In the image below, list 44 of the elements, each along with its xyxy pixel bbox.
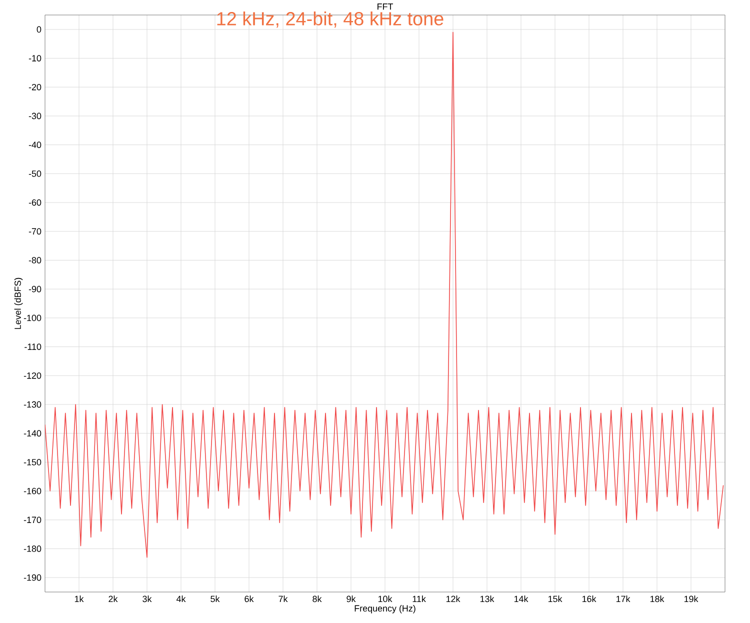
y-tick-label: 0 xyxy=(36,26,42,33)
y-tick-label: -130 xyxy=(24,401,42,408)
line-series xyxy=(45,32,724,558)
y-tick-label: -60 xyxy=(28,199,42,206)
y-tick-label: -110 xyxy=(24,344,42,350)
x-tick-label: 4k xyxy=(176,596,186,602)
x-tick-label: 19k xyxy=(684,596,698,602)
x-tick-label: 10k xyxy=(378,596,392,602)
y-tick-label: -10 xyxy=(28,55,42,62)
x-tick-label: 11k xyxy=(412,596,426,602)
chart-title: FFT xyxy=(378,4,394,10)
x-tick-label: 1k xyxy=(74,596,84,602)
x-axis-title: Frequency (Hz) xyxy=(354,604,416,614)
y-tick-label: -50 xyxy=(28,170,42,177)
x-tick-label: 5k xyxy=(210,596,220,602)
y-tick-label: -160 xyxy=(24,488,42,494)
y-tick-label: -150 xyxy=(24,458,42,466)
y-tick-label: -170 xyxy=(24,516,42,524)
x-tick-label: 9k xyxy=(346,596,356,602)
x-tick-label: 8k xyxy=(312,596,322,602)
chart-subtitle: 12 kHz, 24-bit, 48 kHz tone xyxy=(217,12,444,28)
x-tick-label: 16k xyxy=(582,596,596,602)
x-tick-label: 2k xyxy=(108,596,118,602)
y-tick-label: -30 xyxy=(28,112,42,120)
x-tick-label: 17k xyxy=(616,596,630,602)
x-tick-label: 6k xyxy=(244,596,254,602)
y-tick-label: -20 xyxy=(28,84,42,90)
y-tick-label: -140 xyxy=(24,430,42,437)
x-tick-label: 18k xyxy=(650,596,664,602)
y-tick-label: -40 xyxy=(28,142,42,148)
y-axis-title: Level (dBFS) xyxy=(14,278,23,329)
y-tick-label: -90 xyxy=(28,286,42,292)
x-tick-label: 13k xyxy=(480,596,494,602)
y-tick-label: -190 xyxy=(24,574,42,581)
y-tick-label: -70 xyxy=(28,228,42,235)
y-tick-label: -80 xyxy=(28,257,42,264)
x-tick-label: 14k xyxy=(514,596,528,602)
y-tick-label: -100 xyxy=(24,314,42,322)
x-tick-label: 15k xyxy=(548,596,562,602)
y-tick-label: -120 xyxy=(24,372,42,379)
x-tick-label: 12k xyxy=(446,596,460,602)
y-tick-label: -180 xyxy=(24,546,42,552)
x-tick-label: 7k xyxy=(278,596,288,602)
x-tick-label: 3k xyxy=(142,596,152,602)
